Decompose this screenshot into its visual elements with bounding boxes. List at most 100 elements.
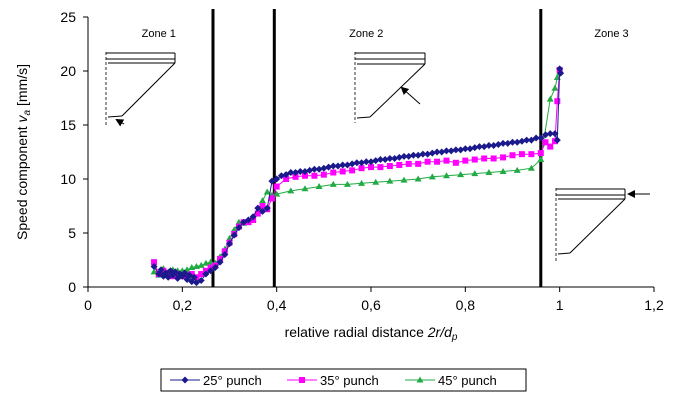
data-point <box>434 158 441 165</box>
data-point <box>197 261 205 268</box>
data-point <box>259 197 267 204</box>
data-point <box>358 165 365 172</box>
data-point <box>277 172 285 180</box>
data-point <box>386 163 393 170</box>
data-point <box>513 166 521 173</box>
data-point <box>310 165 318 173</box>
data-point <box>485 142 493 150</box>
data-point <box>348 160 356 168</box>
data-point <box>480 143 488 151</box>
data-point <box>386 177 394 184</box>
legend-label: 45° punch <box>438 373 497 388</box>
data-point <box>537 150 544 157</box>
data-point <box>190 273 198 281</box>
data-point <box>471 170 479 177</box>
data-point <box>372 157 380 165</box>
y-tick-label: 10 <box>60 171 76 187</box>
data-point <box>400 152 408 160</box>
data-point <box>527 164 535 171</box>
x-tick-label: 0,8 <box>456 297 476 313</box>
data-point <box>452 159 459 166</box>
data-point <box>557 69 565 77</box>
data-point <box>471 144 479 152</box>
data-point <box>537 156 545 163</box>
data-point <box>358 179 366 186</box>
legend-entry: 45° punch <box>405 373 497 388</box>
data-point <box>443 157 450 164</box>
data-point <box>500 154 507 161</box>
y-tick-label: 0 <box>68 279 76 295</box>
data-point <box>207 267 215 275</box>
data-point <box>368 164 374 171</box>
data-point <box>405 160 412 167</box>
data-point <box>485 169 493 176</box>
zone-label: Zone 1 <box>142 28 176 40</box>
y-axis-label-italic: v <box>14 114 30 122</box>
data-point <box>358 159 366 167</box>
legend-entry: 25° punch <box>170 373 262 388</box>
data-point <box>263 204 271 212</box>
data-point <box>221 251 229 259</box>
data-point <box>490 142 498 150</box>
y-tick-label: 25 <box>60 9 76 25</box>
data-point <box>157 266 165 274</box>
data-point <box>513 138 521 146</box>
data-point <box>287 187 295 194</box>
data-point <box>471 156 478 163</box>
data-point <box>315 165 323 173</box>
data-point <box>499 167 507 174</box>
data-point <box>372 178 380 185</box>
x-ticks: 0 0,2 0,4 0,6 0,8 1 1,2 <box>84 287 664 313</box>
zone-labels: Zone 1 Zone 2 Zone 3 <box>142 28 629 40</box>
data-point <box>273 190 281 197</box>
zone-label: Zone 3 <box>594 28 628 40</box>
data-point <box>452 146 460 154</box>
data-point <box>414 151 422 159</box>
data-point <box>551 130 559 138</box>
data-point <box>518 151 525 158</box>
zone1-inset-diagram <box>105 52 176 127</box>
data-point <box>315 183 323 190</box>
data-point <box>197 277 205 285</box>
legend-box <box>160 368 527 392</box>
data-point <box>235 224 243 232</box>
data-point <box>509 152 516 159</box>
data-point <box>349 167 356 174</box>
data-point <box>301 167 309 175</box>
data-point <box>490 155 497 162</box>
data-point <box>523 136 531 144</box>
x-axis-label: relative radial distance 2r/dp <box>285 324 458 343</box>
data-point <box>287 169 295 177</box>
data-point <box>325 163 333 171</box>
data-point <box>537 134 545 142</box>
x-axis-label-italic: 2r/d <box>427 324 453 340</box>
data-point <box>343 161 351 169</box>
data-point <box>299 377 305 383</box>
data-point <box>292 169 300 177</box>
data-point <box>198 271 205 278</box>
data-point <box>442 172 450 179</box>
data-point <box>542 139 549 146</box>
data-point <box>553 136 561 144</box>
data-point <box>481 155 488 162</box>
zone3-inset-diagram <box>555 188 650 262</box>
data-point <box>329 180 337 187</box>
data-point <box>216 258 224 266</box>
y-axis-label-sub: a <box>22 109 33 115</box>
data-point <box>475 143 483 151</box>
data-point <box>419 150 427 158</box>
data-point <box>547 143 554 150</box>
data-point <box>292 173 299 180</box>
data-point <box>334 162 342 170</box>
data-point <box>457 171 465 178</box>
data-point <box>528 151 535 158</box>
x-tick-label: 0,6 <box>361 297 381 313</box>
data-point <box>273 183 280 190</box>
data-point <box>494 140 502 148</box>
x-tick-label: 0,4 <box>267 297 287 313</box>
data-point <box>409 151 417 159</box>
data-point <box>504 139 512 147</box>
inset-diagrams <box>105 52 650 262</box>
data-point <box>400 176 408 183</box>
